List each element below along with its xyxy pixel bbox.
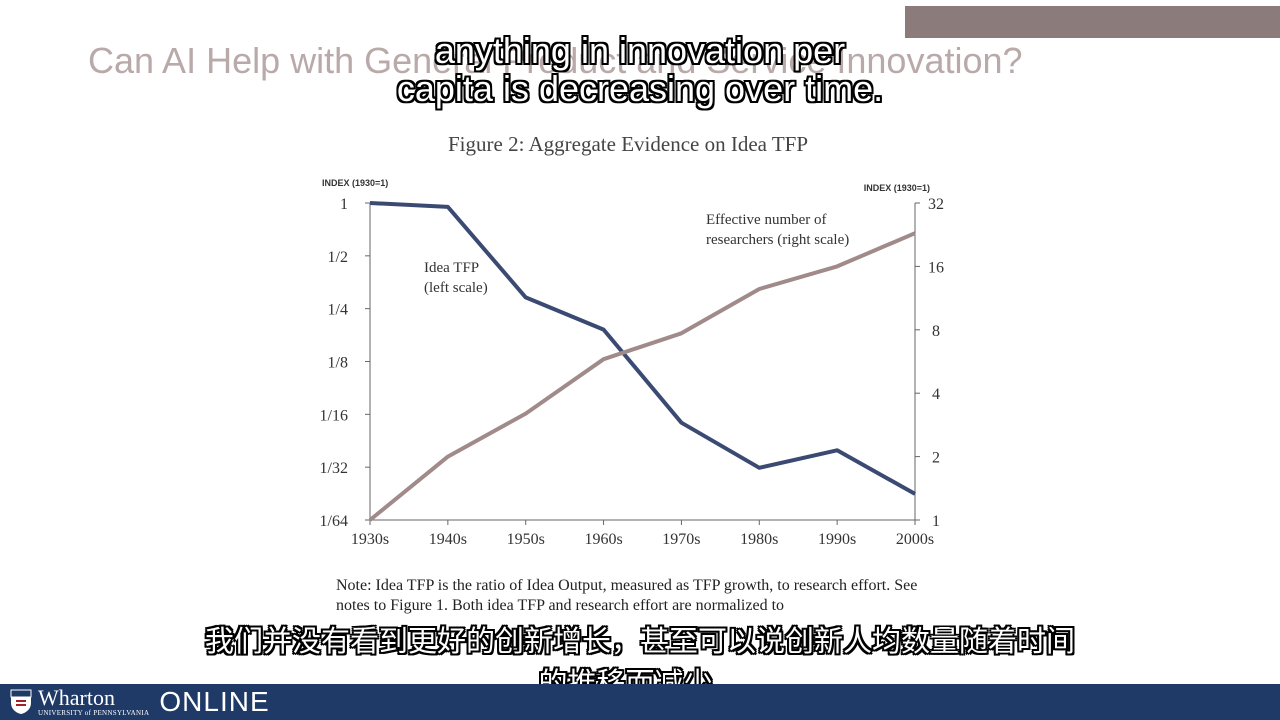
slide-title: Can AI Help with General Product and Ser… <box>88 40 1023 81</box>
penn-shield-icon <box>10 689 32 714</box>
researchers-annotation-line-2: researchers (right scale) <box>706 232 849 248</box>
online-label: ONLINE <box>159 686 270 717</box>
x-tick-label: 2000s <box>896 531 934 548</box>
left-tick-label: 1 <box>340 196 348 213</box>
x-tick-label: 1940s <box>429 531 467 548</box>
x-tick-label: 1950s <box>507 531 545 548</box>
right-tick-label: 16 <box>928 259 944 276</box>
right-axis-label: INDEX (1930=1) <box>864 183 930 193</box>
right-tick-label: 8 <box>932 323 940 340</box>
right-tick-label: 4 <box>932 386 940 403</box>
x-tick-label: 1990s <box>818 531 856 548</box>
x-tick-label: 1980s <box>740 531 778 548</box>
x-tick-label: 1960s <box>584 531 622 548</box>
researchers-line <box>368 231 916 522</box>
idea-tfp-line <box>369 201 916 496</box>
left-axis-label: INDEX (1930=1) <box>322 178 388 188</box>
left-tick-label: 1/16 <box>320 407 348 424</box>
left-tick-label: 1/32 <box>320 460 348 477</box>
left-tick-label: 1/4 <box>328 302 348 319</box>
left-tick-label: 1/2 <box>328 249 348 266</box>
x-tick-label: 1930s <box>351 531 389 548</box>
left-tick-label: 1/8 <box>328 355 348 372</box>
idea-tfp-annotation-line-2: (left scale) <box>424 280 488 296</box>
right-tick-label: 2 <box>932 450 940 467</box>
english-subtitle-line-1: anything in innovation per <box>434 30 846 71</box>
figure-note: Note: Idea TFP is the ratio of Idea Outp… <box>336 577 918 614</box>
idea-tfp-annotation-line-1: Idea TFP <box>424 260 479 276</box>
figure-title: Figure 2: Aggregate Evidence on Idea TFP <box>448 132 809 156</box>
left-tick-label: 1/64 <box>320 513 348 530</box>
wharton-wordmark: Wharton <box>38 684 115 710</box>
english-subtitle: anything in innovation per capita is dec… <box>0 32 1280 108</box>
right-tick-label: 32 <box>928 196 944 213</box>
researchers-annotation-line-1: Effective number of <box>706 212 827 228</box>
footer-bar: Wharton UNIVERSITY of PENNSYLVANIA ONLIN… <box>0 684 1280 720</box>
university-label: UNIVERSITY of PENNSYLVANIA <box>38 708 150 717</box>
english-subtitle-line-2: capita is decreasing over time. <box>396 68 884 109</box>
wharton-logo[interactable]: Wharton UNIVERSITY of PENNSYLVANIA ONLIN… <box>10 686 270 718</box>
x-tick-label: 1970s <box>662 531 700 548</box>
top-banner <box>905 6 1280 38</box>
chinese-subtitle-line-1: 我们并没有看到更好的创新增长，甚至可以说创新人均数量随着时间 <box>204 624 1075 658</box>
right-tick-label: 1 <box>932 513 940 530</box>
